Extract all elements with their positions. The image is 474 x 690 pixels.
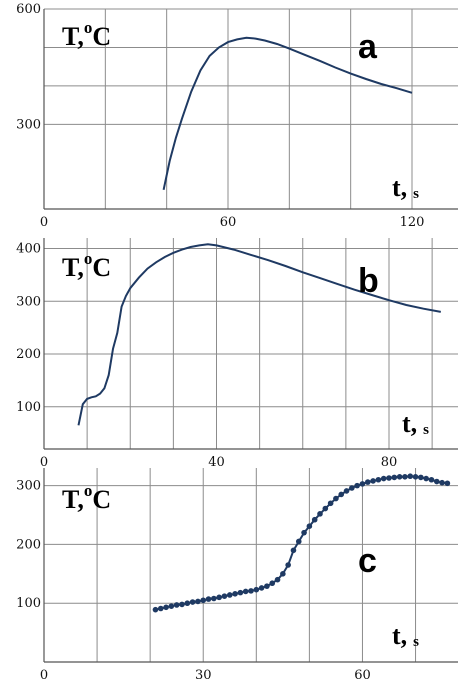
- data-point-c-54: [439, 479, 445, 486]
- data-point-c-43: [380, 475, 387, 482]
- data-point-c-24: [280, 571, 286, 577]
- data-point-c-22: [269, 580, 276, 587]
- data-point-c-8: [195, 598, 201, 605]
- grid-a: [43, 8, 458, 210]
- data-point-c-36: [343, 488, 350, 494]
- y-tick-label-c-0: 100: [16, 596, 41, 611]
- data-point-c-39: [359, 481, 366, 487]
- data-point-c-14: [226, 592, 233, 598]
- data-point-c-53: [433, 478, 440, 485]
- data-point-c-40: [364, 479, 371, 485]
- y-tick-label-b-3: 400: [16, 242, 41, 257]
- ticks-c: 0 30 60 100 200 300: [16, 479, 371, 683]
- data-point-c-13: [221, 593, 228, 599]
- data-point-c-55: [444, 480, 451, 487]
- data-point-c-45: [391, 474, 398, 481]
- ticks-b: 0 40 80 100 200 300 400: [16, 242, 397, 470]
- x-tick-label-c-0: 0: [40, 668, 48, 683]
- series-c: [152, 473, 451, 613]
- x-tick-label-a-0: 0: [40, 215, 48, 230]
- data-point-c-0: [152, 606, 159, 613]
- y-tick-label-c-2: 300: [16, 479, 41, 494]
- data-point-c-5: [179, 601, 185, 608]
- data-point-c-27: [295, 538, 302, 545]
- data-point-c-48: [407, 473, 414, 480]
- data-point-c-11: [211, 595, 217, 602]
- data-point-c-35: [338, 491, 345, 498]
- x-tick-label-a-2: 120: [400, 215, 425, 230]
- data-point-c-6: [184, 600, 191, 607]
- x-tick-label-b-1: 40: [208, 455, 225, 470]
- data-point-c-30: [311, 516, 318, 523]
- y-axis-label-b: T,oC: [62, 249, 111, 282]
- panel-b: 0 40 80 100 200 300 400 T,oC t, s b: [16, 238, 458, 470]
- data-point-c-18: [248, 588, 254, 594]
- y-tick-label-b-1: 200: [16, 347, 41, 362]
- data-point-c-41: [370, 478, 376, 484]
- data-point-c-51: [423, 475, 429, 482]
- y-tick-label-c-1: 200: [16, 537, 41, 552]
- data-point-c-15: [232, 591, 238, 597]
- x-tick-label-b-2: 80: [381, 455, 398, 470]
- data-point-c-2: [163, 604, 169, 611]
- data-point-c-21: [264, 583, 270, 589]
- x-tick-label-c-2: 60: [354, 668, 371, 683]
- data-point-c-23: [274, 576, 281, 583]
- data-point-c-28: [301, 529, 307, 536]
- series-line-a-0: [162, 36, 413, 191]
- data-point-c-33: [327, 500, 334, 507]
- data-point-c-52: [428, 476, 435, 483]
- data-point-c-50: [418, 474, 424, 481]
- data-point-c-4: [173, 602, 180, 608]
- series-line-b-0: [77, 243, 441, 426]
- data-point-c-44: [386, 475, 392, 481]
- y-tick-label-a-1: 600: [16, 2, 41, 17]
- data-point-c-20: [258, 585, 265, 591]
- data-point-c-38: [354, 482, 360, 489]
- data-point-c-42: [375, 476, 382, 483]
- data-point-c-46: [396, 474, 403, 480]
- series-b: [77, 243, 441, 426]
- data-point-c-37: [349, 485, 355, 491]
- y-axis-label-c: T,oC: [62, 481, 111, 514]
- panel-letter-c: c: [358, 542, 377, 580]
- data-point-c-9: [200, 597, 207, 604]
- ticks-a: 0 60 120 300 600: [16, 2, 424, 230]
- data-point-c-26: [290, 547, 297, 554]
- y-tick-label-b-2: 300: [16, 294, 41, 309]
- x-axis-label-a: t, s: [392, 173, 419, 202]
- x-tick-label-b-0: 0: [40, 455, 48, 470]
- data-point-c-47: [402, 474, 408, 480]
- data-point-c-25: [285, 562, 291, 568]
- data-point-c-17: [242, 588, 249, 595]
- data-point-c-16: [237, 589, 244, 596]
- data-point-c-29: [306, 523, 313, 529]
- data-point-c-34: [333, 495, 339, 502]
- data-point-c-3: [168, 603, 175, 609]
- x-axis-label-b: t, s: [402, 409, 429, 438]
- x-tick-label-c-1: 30: [195, 668, 212, 683]
- y-tick-label-b-0: 100: [16, 400, 41, 415]
- panel-letter-a: a: [358, 28, 378, 66]
- data-point-c-19: [253, 586, 260, 593]
- data-point-c-32: [322, 505, 329, 512]
- data-point-c-7: [189, 599, 196, 605]
- x-tick-label-a-1: 60: [220, 215, 237, 230]
- panel-letter-b: b: [358, 262, 379, 300]
- panel-c: 0 30 60 100 200 300 T,oC t, s c: [16, 468, 458, 683]
- y-tick-label-a-0: 300: [16, 117, 41, 132]
- data-point-c-49: [412, 474, 419, 480]
- series-a: [162, 36, 413, 191]
- data-point-c-12: [216, 594, 222, 601]
- panel-a: 0 60 120 300 600 T,oC t, s a: [16, 2, 458, 230]
- y-axis-label-a: T,oC: [62, 18, 111, 51]
- data-point-c-10: [205, 596, 212, 602]
- data-point-c-1: [157, 605, 164, 612]
- series-line-c-0: [155, 475, 448, 611]
- x-axis-label-c: t, s: [392, 621, 419, 650]
- data-point-c-31: [317, 511, 323, 517]
- grid-c: [43, 468, 458, 663]
